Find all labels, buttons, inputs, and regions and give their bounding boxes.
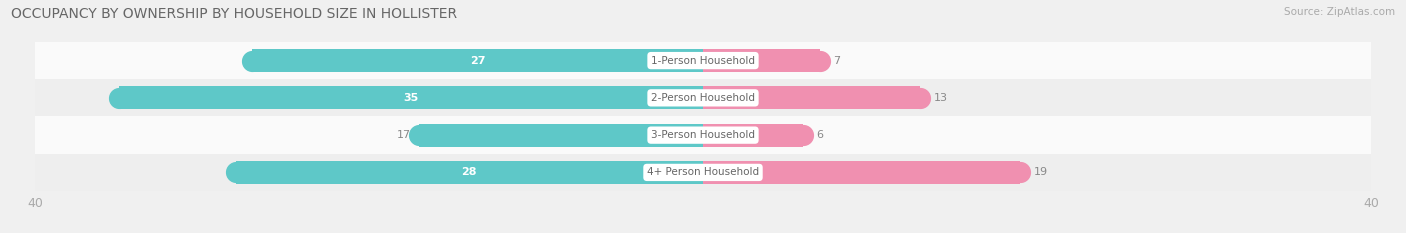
Text: 1-Person Household: 1-Person Household <box>651 56 755 65</box>
Bar <box>703 161 1021 184</box>
Point <box>107 96 129 100</box>
Bar <box>703 123 803 147</box>
Text: 7: 7 <box>834 56 841 65</box>
Bar <box>118 86 703 110</box>
Point <box>224 171 246 174</box>
Text: 4+ Person Household: 4+ Person Household <box>647 168 759 177</box>
Bar <box>703 49 820 72</box>
Text: Source: ZipAtlas.com: Source: ZipAtlas.com <box>1284 7 1395 17</box>
Point <box>1010 171 1032 174</box>
Text: 27: 27 <box>470 56 485 65</box>
Bar <box>35 42 1371 79</box>
Text: 2-Person Household: 2-Person Household <box>651 93 755 103</box>
Text: 6: 6 <box>817 130 824 140</box>
Text: 19: 19 <box>1033 168 1047 177</box>
Text: 17: 17 <box>396 130 411 140</box>
Point <box>240 59 263 62</box>
Point <box>408 133 430 137</box>
Point <box>908 96 931 100</box>
Text: 3-Person Household: 3-Person Household <box>651 130 755 140</box>
Point <box>792 133 814 137</box>
Text: 13: 13 <box>934 93 948 103</box>
Text: 35: 35 <box>404 93 419 103</box>
Bar <box>419 123 703 147</box>
Bar <box>35 79 1371 116</box>
Bar <box>35 154 1371 191</box>
Bar <box>35 116 1371 154</box>
Text: OCCUPANCY BY OWNERSHIP BY HOUSEHOLD SIZE IN HOLLISTER: OCCUPANCY BY OWNERSHIP BY HOUSEHOLD SIZE… <box>11 7 457 21</box>
Bar <box>703 86 920 110</box>
Point <box>808 59 831 62</box>
Text: 28: 28 <box>461 168 477 177</box>
Bar <box>235 161 703 184</box>
Bar <box>252 49 703 72</box>
